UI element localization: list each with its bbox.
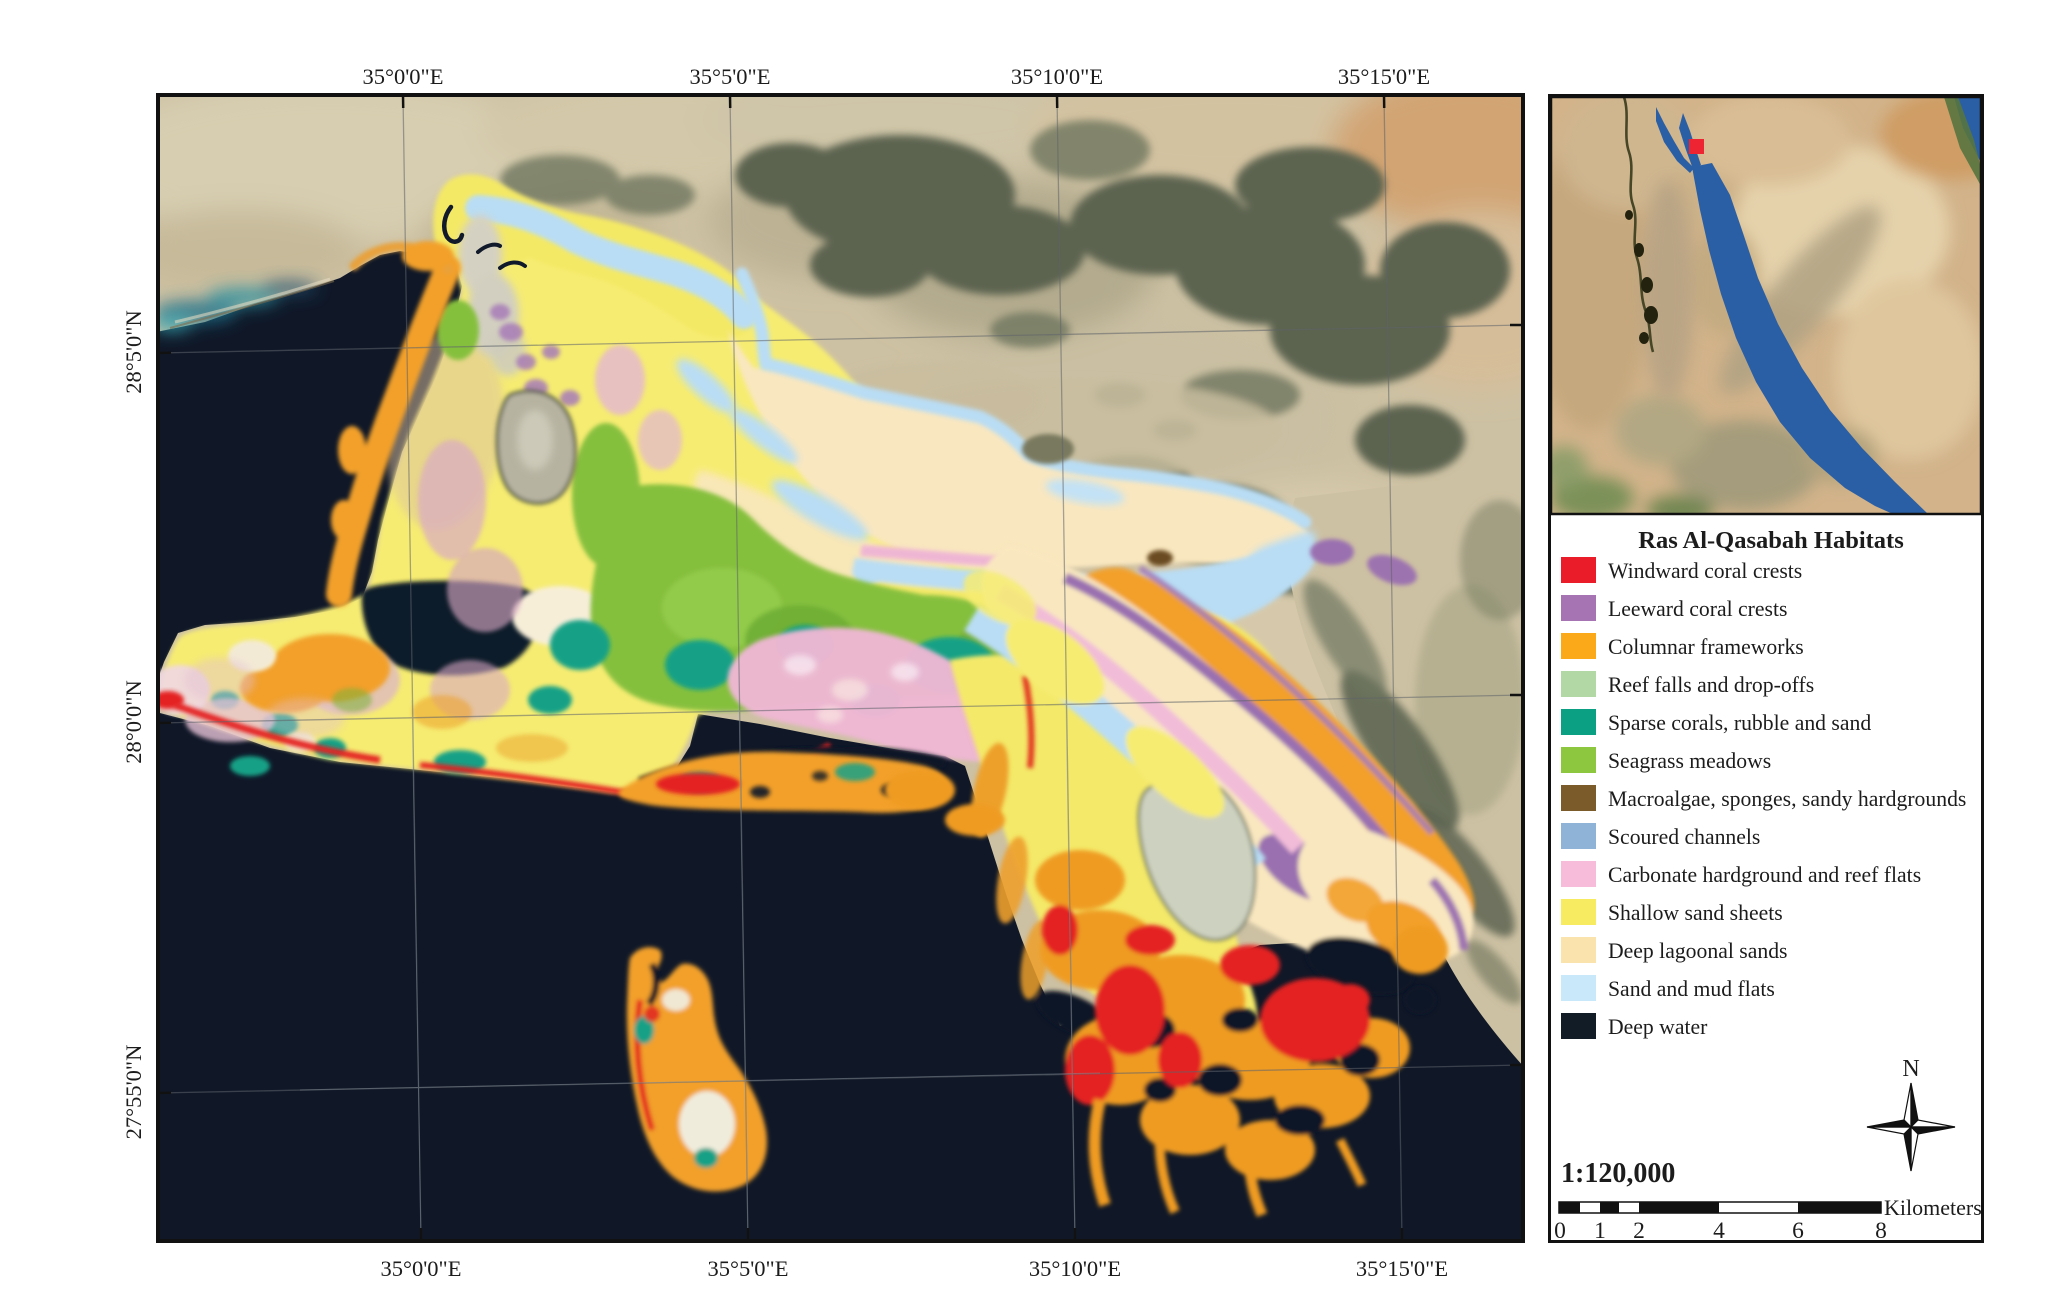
svg-text:Windward coral crests: Windward coral crests	[1608, 559, 1802, 583]
svg-text:N: N	[1902, 1056, 1919, 1082]
svg-text:Ras Al-Qasabah Habitats: Ras Al-Qasabah Habitats	[1638, 527, 1903, 554]
svg-text:35°5'0"E: 35°5'0"E	[708, 1256, 789, 1281]
svg-text:Columnar frameworks: Columnar frameworks	[1608, 635, 1804, 659]
svg-text:1:120,000: 1:120,000	[1561, 1158, 1675, 1189]
svg-text:2: 2	[1633, 1218, 1645, 1244]
svg-text:Shallow sand sheets: Shallow sand sheets	[1608, 901, 1783, 925]
svg-text:35°15'0"E: 35°15'0"E	[1338, 64, 1430, 89]
svg-text:Reef falls and drop-offs: Reef falls and drop-offs	[1608, 673, 1814, 697]
svg-text:28°5'0"N: 28°5'0"N	[121, 310, 146, 394]
svg-text:6: 6	[1792, 1218, 1804, 1244]
svg-text:35°10'0"E: 35°10'0"E	[1029, 1256, 1121, 1281]
svg-text:Sparse corals, rubble and sand: Sparse corals, rubble and sand	[1608, 711, 1871, 735]
svg-text:8: 8	[1875, 1218, 1887, 1244]
svg-text:Sand and mud flats: Sand and mud flats	[1608, 977, 1775, 1001]
svg-text:35°0'0"E: 35°0'0"E	[381, 1256, 462, 1281]
svg-text:Seagrass meadows: Seagrass meadows	[1608, 749, 1771, 773]
svg-text:35°15'0"E: 35°15'0"E	[1356, 1256, 1448, 1281]
svg-text:Deep water: Deep water	[1608, 1015, 1708, 1039]
svg-text:35°0'0"E: 35°0'0"E	[363, 64, 444, 89]
svg-text:28°0'0"N: 28°0'0"N	[121, 680, 146, 764]
svg-text:Deep lagoonal sands: Deep lagoonal sands	[1608, 939, 1787, 963]
svg-text:1: 1	[1594, 1218, 1606, 1244]
svg-text:35°5'0"E: 35°5'0"E	[690, 64, 771, 89]
svg-text:27°55'0"N: 27°55'0"N	[121, 1045, 146, 1140]
svg-text:Macroalgae, sponges, sandy har: Macroalgae, sponges, sandy hardgrounds	[1608, 787, 1966, 811]
svg-text:35°10'0"E: 35°10'0"E	[1011, 64, 1103, 89]
svg-text:Leeward coral crests: Leeward coral crests	[1608, 597, 1787, 621]
svg-text:Scoured channels: Scoured channels	[1608, 825, 1760, 849]
svg-text:0: 0	[1554, 1218, 1566, 1244]
svg-text:Carbonate hardground and reef: Carbonate hardground and reef flats	[1608, 863, 1921, 887]
svg-text:Kilometers: Kilometers	[1884, 1195, 1982, 1220]
svg-text:4: 4	[1713, 1218, 1725, 1244]
